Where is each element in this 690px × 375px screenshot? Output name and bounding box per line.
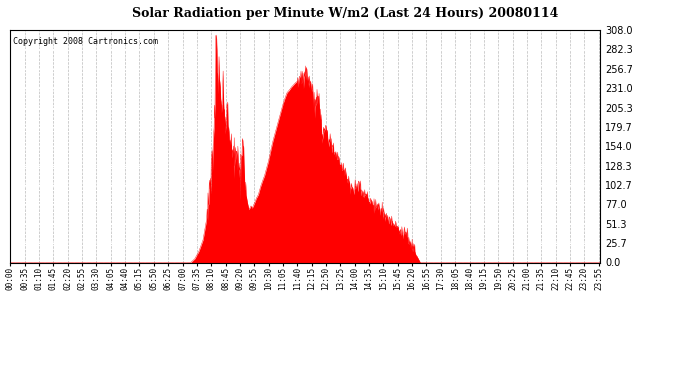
Text: Solar Radiation per Minute W/m2 (Last 24 Hours) 20080114: Solar Radiation per Minute W/m2 (Last 24… xyxy=(132,8,558,21)
Text: Copyright 2008 Cartronics.com: Copyright 2008 Cartronics.com xyxy=(13,37,158,46)
